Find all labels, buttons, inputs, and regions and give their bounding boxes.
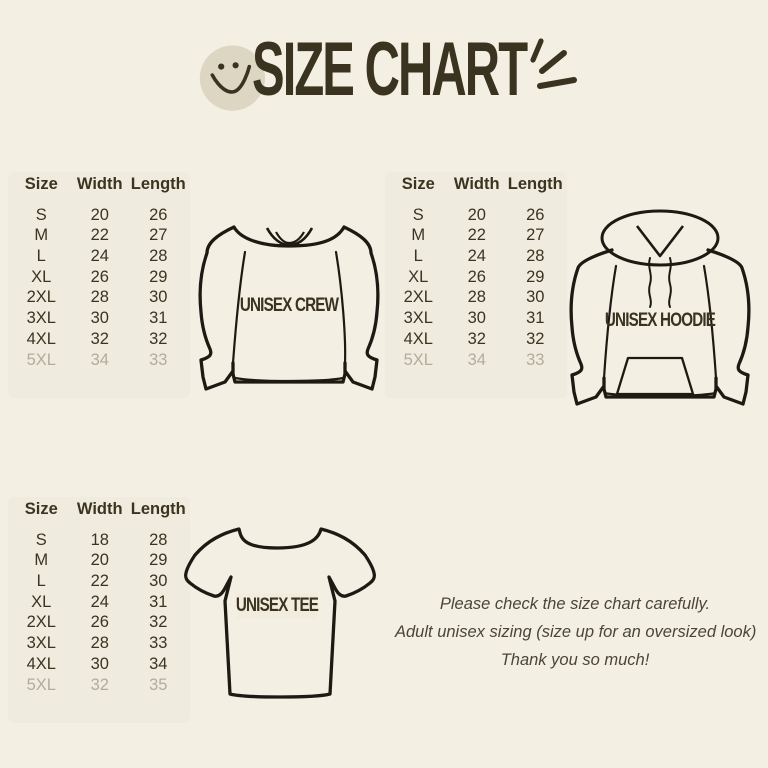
svg-text:UNISEX TEE: UNISEX TEE xyxy=(236,593,319,615)
svg-text:UNISEX CREW: UNISEX CREW xyxy=(240,293,340,315)
svg-text:UNISEX HOODIE: UNISEX HOODIE xyxy=(605,308,716,330)
